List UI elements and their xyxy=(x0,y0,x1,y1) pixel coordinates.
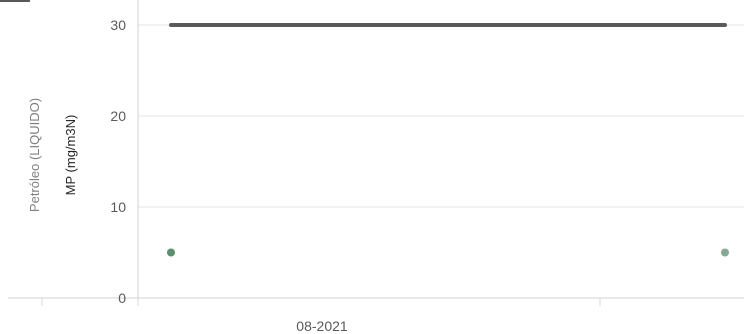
y-tick-label: 20 xyxy=(110,108,126,124)
gridlines xyxy=(138,24,744,208)
y-tick-label: 0 xyxy=(118,290,126,306)
series xyxy=(167,23,729,257)
y-axis-title: MP (mg/m3N) xyxy=(63,115,78,196)
x-tick-label: 08-2021 xyxy=(296,318,348,334)
scatter-point xyxy=(721,248,729,257)
x-tick-labels: 08-2021 xyxy=(296,318,348,334)
axes xyxy=(8,0,744,306)
y-tick-label: 10 xyxy=(110,199,126,215)
y-tick-labels: 0 10 20 30 xyxy=(110,17,126,306)
category-group-label: Petróleo (LIQUIDO) xyxy=(27,98,42,212)
scatter-point xyxy=(167,248,175,257)
y-tick-label: 30 xyxy=(110,17,126,33)
